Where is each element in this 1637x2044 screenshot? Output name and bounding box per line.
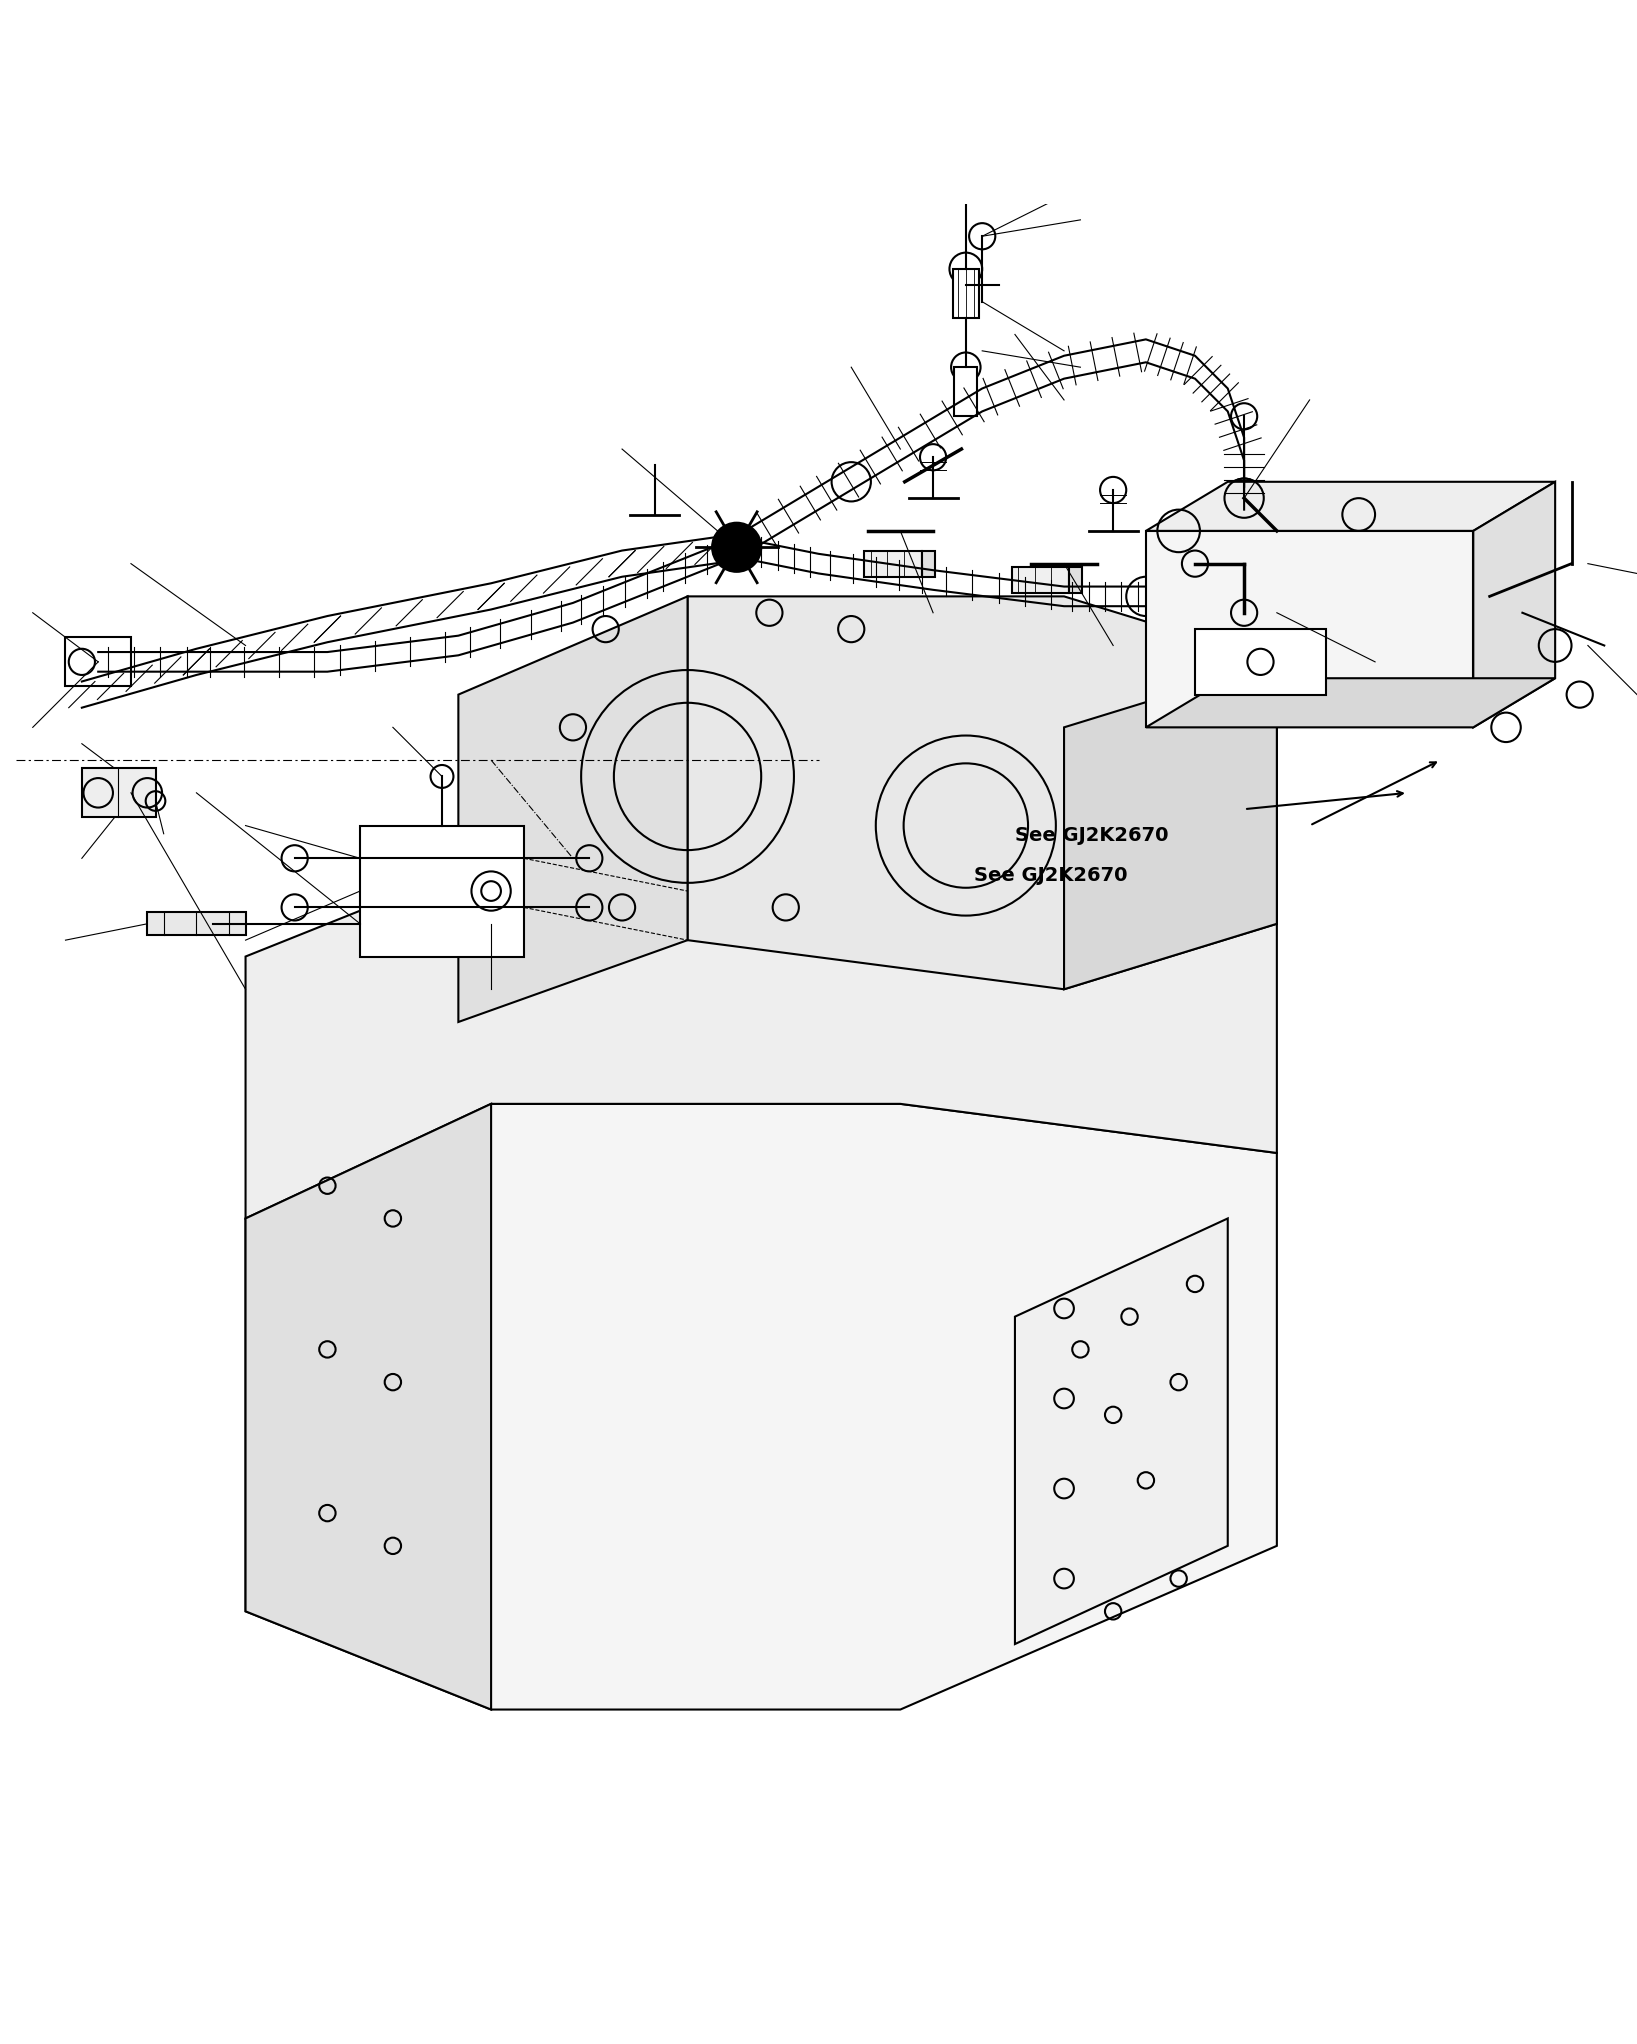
- Bar: [864, 550, 922, 576]
- Bar: [953, 270, 979, 319]
- Bar: [147, 912, 246, 936]
- Polygon shape: [1473, 482, 1555, 728]
- Polygon shape: [360, 826, 524, 957]
- Polygon shape: [1015, 1218, 1228, 1643]
- Polygon shape: [1146, 482, 1555, 531]
- Polygon shape: [246, 1104, 1277, 1709]
- Bar: [954, 368, 977, 417]
- Polygon shape: [1146, 531, 1473, 728]
- Polygon shape: [1146, 679, 1555, 728]
- Bar: [1069, 566, 1082, 593]
- Polygon shape: [65, 638, 131, 687]
- Text: See GJ2K2670: See GJ2K2670: [1015, 826, 1169, 844]
- Polygon shape: [458, 597, 688, 1022]
- Polygon shape: [1064, 662, 1277, 989]
- Bar: [82, 769, 156, 818]
- Circle shape: [712, 523, 761, 572]
- Polygon shape: [688, 597, 1277, 989]
- Bar: [922, 550, 935, 576]
- Bar: [1195, 630, 1326, 695]
- Polygon shape: [246, 1104, 491, 1709]
- Text: See GJ2K2670: See GJ2K2670: [974, 867, 1128, 885]
- Bar: [1012, 566, 1069, 593]
- Polygon shape: [246, 858, 1277, 1218]
